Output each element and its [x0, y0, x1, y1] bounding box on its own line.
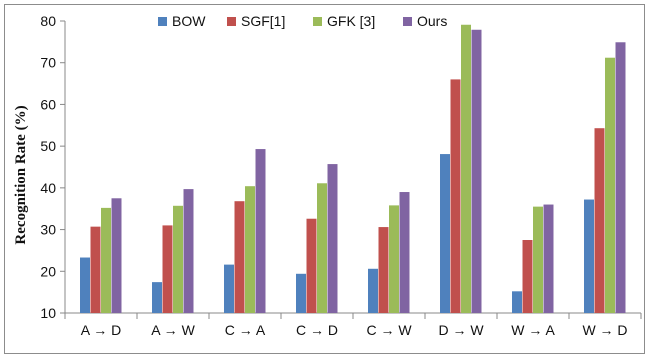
- bar-gfk-3-7: [605, 57, 615, 313]
- y-tick-labels: 10 20 30 40 50 60 70 80: [40, 13, 56, 321]
- bar-chart: 10 20 30 40 50 60 70 80 A → D A → W C → A C → D C →…: [13, 13, 642, 338]
- bar-bow-0: [80, 257, 90, 313]
- x-category-label: W → A: [511, 322, 555, 338]
- legend-swatch-3: [403, 17, 412, 26]
- x-category-label: W → D: [582, 322, 627, 338]
- bar-bow-3: [296, 273, 306, 313]
- bar-ours-4: [399, 192, 410, 313]
- bar-sgf-1-5: [450, 79, 461, 314]
- bar-gfk-3-6: [533, 206, 543, 313]
- x-category-label: D → W: [438, 322, 484, 338]
- bar-gfk-3-4: [389, 205, 399, 313]
- bar-sgf-1-1: [162, 225, 173, 313]
- legend-label: BOW: [172, 13, 206, 29]
- bar-bow-1: [152, 282, 162, 313]
- legend-swatch-1: [227, 17, 236, 26]
- y-tick-label: 80: [40, 13, 56, 29]
- y-tick-label: 70: [40, 55, 56, 71]
- bar-gfk-3-1: [173, 205, 183, 313]
- bar-ours-6: [543, 204, 554, 313]
- legend-swatch-0: [158, 17, 167, 26]
- x-category-label: C → W: [366, 322, 412, 338]
- y-tick-label: 60: [40, 96, 56, 112]
- bar-bow-7: [584, 199, 594, 313]
- x-category-label: A → D: [81, 322, 121, 338]
- chart-container: 10 20 30 40 50 60 70 80 A → D A → W C → A C → D C →…: [4, 4, 645, 354]
- bar-gfk-3-3: [317, 183, 327, 313]
- bar-bow-6: [512, 291, 522, 313]
- bar-sgf-1-0: [90, 226, 101, 313]
- legend-swatch-2: [313, 17, 322, 26]
- x-category-labels: A → D A → W C → A C → D C → W D → W W → A W → D: [81, 322, 628, 338]
- bar-gfk-3-0: [101, 207, 111, 313]
- axes: [60, 20, 642, 319]
- bars: [80, 24, 626, 314]
- y-axis-label: Recognition Rate (%): [13, 105, 29, 244]
- bar-ours-5: [471, 29, 482, 313]
- bar-bow-4: [368, 268, 378, 313]
- y-tick-label: 10: [40, 305, 56, 321]
- bar-bow-5: [440, 154, 450, 313]
- bar-ours-3: [327, 164, 338, 313]
- bar-ours-1: [183, 189, 194, 313]
- legend-label: SGF[1]: [241, 13, 285, 29]
- bar-sgf-1-2: [234, 201, 245, 313]
- bar-sgf-1-3: [306, 218, 317, 313]
- y-tick-label: 30: [40, 222, 56, 238]
- bar-sgf-1-4: [378, 227, 389, 313]
- y-tick-label: 50: [40, 138, 56, 154]
- bar-ours-2: [255, 149, 266, 313]
- bar-ours-0: [111, 198, 122, 313]
- bar-ours-7: [615, 42, 626, 313]
- x-category-label: C → A: [225, 322, 266, 338]
- bar-sgf-1-6: [522, 240, 533, 313]
- x-category-label: C → D: [296, 322, 338, 338]
- bar-gfk-3-2: [245, 186, 255, 313]
- y-tick-label: 40: [40, 180, 56, 196]
- bar-sgf-1-7: [594, 128, 605, 313]
- bar-bow-2: [224, 264, 234, 313]
- x-category-label: A → W: [151, 322, 195, 338]
- bar-gfk-3-5: [461, 24, 471, 314]
- legend-label: Ours: [417, 13, 447, 29]
- y-tick-label: 20: [40, 263, 56, 279]
- legend: BOW SGF[1] GFK [3] Ours: [158, 13, 447, 29]
- legend-label: GFK [3]: [327, 13, 375, 29]
